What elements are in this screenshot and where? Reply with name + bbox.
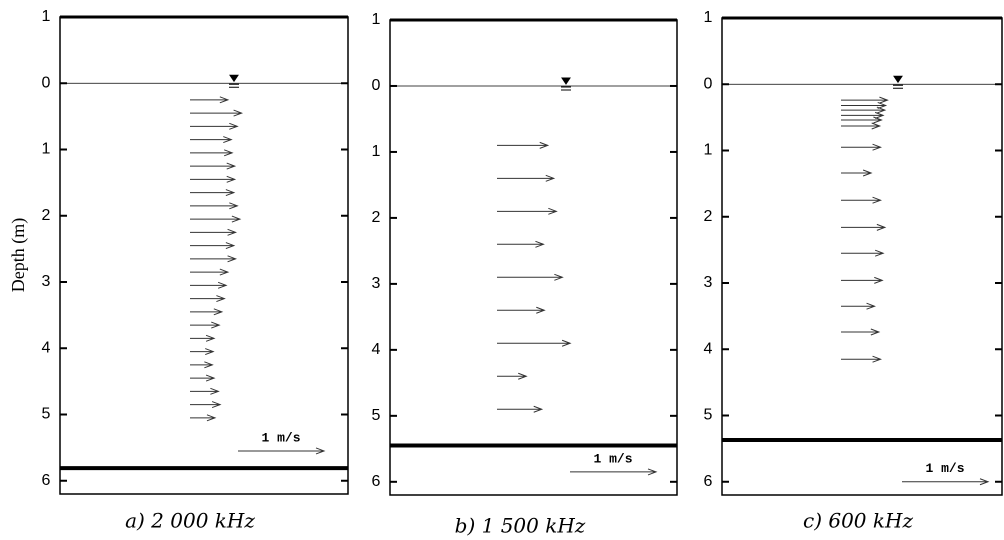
- velocity-arrow: [190, 122, 239, 130]
- velocity-arrow: [190, 228, 238, 236]
- velocity-arrow: [841, 302, 876, 310]
- y-axis-label: Depth (m): [8, 218, 29, 292]
- y-tick-label: 0: [42, 74, 51, 91]
- velocity-arrow: [190, 162, 237, 170]
- y-tick-label: 4: [372, 341, 381, 358]
- velocity-arrow: [841, 328, 881, 336]
- velocity-arrow: [841, 143, 882, 151]
- velocity-arrow: [497, 306, 546, 314]
- reference-arrow: [570, 468, 658, 476]
- y-tick-label: 3: [372, 275, 381, 292]
- reference-arrow: [902, 478, 990, 486]
- velocity-arrow: [190, 361, 214, 369]
- velocity-arrow: [190, 321, 221, 329]
- y-tick-label: 5: [42, 406, 51, 423]
- velocity-arrow: [190, 387, 220, 395]
- frame: [389, 19, 678, 496]
- velocity-arrow: [190, 149, 234, 157]
- frame: [59, 16, 349, 495]
- y-tick-label: 1: [372, 11, 381, 28]
- velocity-arrow: [497, 339, 572, 347]
- y-tick-label: 6: [42, 472, 51, 489]
- velocity-arrow: [841, 355, 882, 363]
- velocity-arrow: [841, 122, 882, 130]
- y-tick-label: 3: [704, 274, 713, 291]
- reference-arrow: [238, 447, 326, 455]
- y-tick-label: 0: [704, 75, 713, 92]
- reference-label: 1 m/s: [261, 430, 300, 445]
- velocity-arrow: [190, 136, 233, 144]
- velocity-arrow: [190, 96, 230, 104]
- velocity-arrow: [497, 174, 556, 182]
- velocity-arrow: [841, 196, 882, 204]
- velocity-arrow: [190, 295, 226, 303]
- velocity-arrow: [190, 268, 230, 276]
- y-tick-label: 1: [42, 8, 51, 25]
- velocity-arrow: [190, 281, 228, 289]
- water-marker: [229, 74, 239, 88]
- y-tick-label: 1: [42, 141, 51, 158]
- velocity-arrow: [190, 189, 236, 197]
- velocity-arrow: [841, 169, 873, 177]
- velocity-arrow: [841, 101, 888, 109]
- y-tick-label: 5: [704, 407, 713, 424]
- velocity-arrow: [841, 96, 889, 104]
- water-marker: [893, 75, 903, 89]
- velocity-arrow: [497, 372, 528, 380]
- y-tick-label: 4: [42, 339, 51, 356]
- y-tick-label: 6: [704, 473, 713, 490]
- y-tick-label: 2: [42, 207, 51, 224]
- panel-caption: b) 1 500 kHz: [455, 514, 586, 538]
- velocity-arrow: [841, 111, 885, 119]
- reference-label: 1 m/s: [593, 451, 632, 466]
- velocity-arrow: [190, 401, 222, 409]
- panel-caption: c) 600 kHz: [803, 509, 913, 533]
- water-marker: [561, 77, 571, 91]
- velocity-arrow: [190, 242, 236, 250]
- velocity-arrow: [190, 374, 216, 382]
- velocity-arrow: [841, 249, 885, 257]
- velocity-arrow: [190, 308, 224, 316]
- velocity-arrow: [841, 116, 883, 124]
- velocity-arrow: [190, 109, 244, 117]
- y-tick-label: 6: [372, 473, 381, 490]
- velocity-arrow: [190, 215, 242, 223]
- velocity-arrow: [190, 202, 239, 210]
- velocity-arrow: [497, 240, 545, 248]
- reference-label: 1 m/s: [925, 461, 964, 476]
- y-tick-label: 1: [704, 142, 713, 159]
- velocity-arrow: [190, 255, 238, 263]
- velocity-arrow: [190, 348, 215, 356]
- velocity-arrow: [497, 141, 550, 149]
- velocity-arrow: [841, 106, 887, 114]
- velocity-arrow: [190, 334, 216, 342]
- frame: [721, 17, 1003, 496]
- velocity-arrow: [841, 276, 884, 284]
- velocity-arrow: [497, 273, 564, 281]
- velocity-arrow: [497, 405, 544, 413]
- y-tick-label: 2: [704, 208, 713, 225]
- panel-caption: a) 2 000 kHz: [125, 509, 255, 533]
- y-tick-label: 3: [42, 273, 51, 290]
- y-tick-label: 5: [372, 407, 381, 424]
- velocity-arrow: [841, 223, 887, 231]
- y-tick-label: 2: [372, 209, 381, 226]
- velocity-arrow: [190, 175, 237, 183]
- y-tick-label: 4: [704, 340, 713, 357]
- y-tick-label: 1: [372, 143, 381, 160]
- y-tick-label: 1: [704, 9, 713, 26]
- y-tick-label: 0: [372, 77, 381, 94]
- velocity-arrow: [190, 414, 217, 422]
- velocity-arrow: [497, 207, 558, 215]
